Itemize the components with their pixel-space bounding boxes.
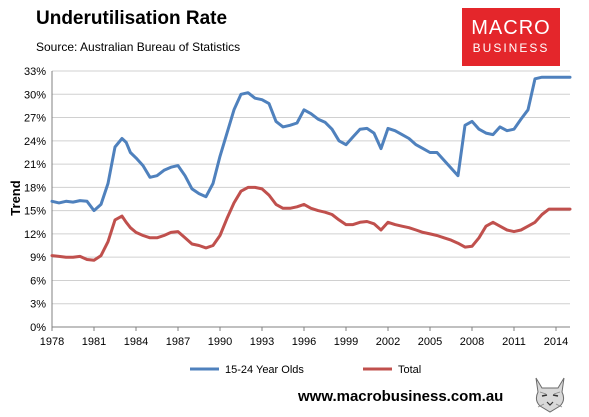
series-line-total: [50, 185, 572, 262]
y-tick-label: 27%: [24, 113, 46, 125]
macrobusiness-logo[interactable]: MACRO BUSINESS: [462, 8, 560, 66]
x-tick-label: 1993: [250, 336, 274, 348]
chart-title: Underutilisation Rate: [36, 8, 228, 29]
x-tick-label: 2008: [460, 336, 484, 348]
y-axis-ticks: 0% 3% 6% 9% 12% 15% 18% 21% 24% 27% 30% 33%: [24, 66, 46, 334]
y-tick-label: 12%: [24, 229, 46, 241]
y-tick-label: 33%: [24, 66, 46, 78]
legend-label: Total: [398, 364, 421, 376]
chart-subtitle: Source: Australian Bureau of Statistics: [36, 40, 241, 54]
y-tick-label: 18%: [24, 182, 46, 194]
x-tick-label: 2014: [544, 336, 568, 348]
x-axis-ticks: 1978 1981 1984 1987 1990 1993 1996 1999 2002 2005…: [40, 327, 568, 348]
y-tick-label: 0%: [30, 322, 46, 334]
y-tick-label: 9%: [30, 252, 46, 264]
lynx-mascot-icon: [535, 377, 565, 413]
logo-line-macro: MACRO: [471, 17, 551, 39]
x-tick-label: 2005: [418, 336, 442, 348]
chart-legend: 15-24 Year Olds Total: [190, 364, 421, 376]
x-tick-label: 1996: [292, 336, 316, 348]
logo-line-business: BUSINESS: [472, 41, 550, 55]
x-tick-label: 1990: [208, 336, 232, 348]
y-tick-label: 24%: [24, 136, 46, 148]
x-tick-label: 1984: [124, 336, 148, 348]
x-tick-label: 1987: [166, 336, 190, 348]
y-tick-label: 21%: [24, 159, 46, 171]
x-tick-label: 1981: [82, 336, 106, 348]
series-line-15-24-year-olds: [50, 75, 572, 213]
x-tick-label: 2002: [376, 336, 400, 348]
y-tick-label: 15%: [24, 206, 46, 218]
chart-gridlines: [51, 70, 570, 328]
y-tick-label: 3%: [30, 299, 46, 311]
y-tick-label: 6%: [30, 275, 46, 287]
x-tick-label: 1978: [40, 336, 64, 348]
y-axis-label: Trend: [8, 180, 23, 215]
y-tick-label: 30%: [24, 89, 46, 101]
x-tick-label: 1999: [334, 336, 358, 348]
chart-series: [50, 75, 572, 262]
website-url[interactable]: www.macrobusiness.com.au: [298, 388, 504, 405]
legend-label: 15-24 Year Olds: [225, 364, 304, 376]
x-tick-label: 2011: [502, 336, 526, 348]
